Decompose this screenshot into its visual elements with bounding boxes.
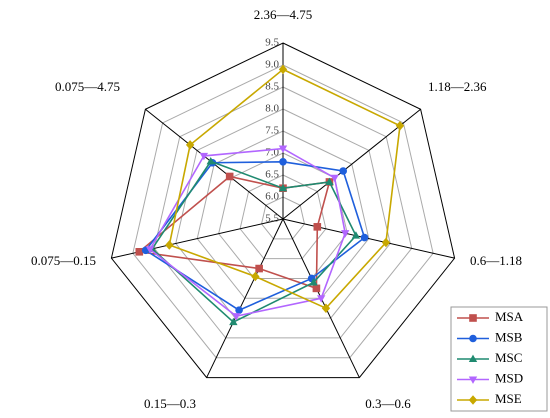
marker	[312, 284, 321, 293]
marker	[468, 376, 478, 384]
marker	[206, 157, 215, 165]
marker	[165, 240, 174, 250]
marker	[381, 237, 391, 248]
tick-label: 6.5	[265, 169, 279, 181]
marker	[279, 158, 287, 166]
marker	[313, 223, 322, 231]
tick-label: 8.5	[265, 81, 279, 93]
marker	[330, 174, 339, 183]
marker	[341, 230, 350, 238]
marker	[278, 183, 288, 192]
marker	[278, 145, 288, 153]
legend-label: MSD	[495, 370, 523, 385]
marker	[235, 306, 243, 314]
tick-label: 5.5	[265, 213, 279, 225]
category-label: 2.36—4.75	[254, 7, 313, 22]
legend-label: MSA	[495, 309, 524, 324]
marker	[225, 172, 234, 181]
spoke	[206, 218, 284, 378]
tick-label: 7.5	[265, 125, 279, 137]
marker	[325, 177, 334, 186]
marker	[229, 317, 238, 326]
grid-ring	[239, 174, 327, 260]
tick-label: 8.0	[265, 103, 279, 115]
marker	[278, 64, 288, 75]
marker	[468, 354, 478, 363]
marker	[468, 395, 478, 405]
marker	[145, 246, 155, 254]
tick-label: 9.0	[265, 59, 279, 71]
marker	[199, 152, 209, 161]
marker	[469, 334, 477, 343]
legend-label: MSC	[495, 350, 522, 365]
category-label: 0.15—0.3	[144, 396, 196, 411]
series-line	[151, 160, 357, 324]
tick-label: 9.5	[265, 37, 279, 49]
category-label: 0.3—0.6	[365, 396, 411, 411]
series-line	[137, 175, 331, 290]
category-label: 0.075—0.15	[31, 253, 96, 268]
marker	[135, 247, 144, 256]
marker	[351, 231, 361, 239]
series-line	[144, 160, 366, 312]
marker	[309, 278, 318, 286]
grid-ring	[110, 42, 456, 379]
grid-ring	[261, 196, 305, 240]
marker	[255, 264, 263, 273]
marker	[360, 233, 369, 242]
category-label: 1.18—2.36	[428, 79, 487, 94]
grid-ring	[153, 86, 413, 339]
grid-ring	[175, 108, 391, 319]
grid-ring	[132, 64, 434, 359]
spoke	[282, 218, 455, 259]
legend-label: MSB	[495, 329, 523, 344]
series-line	[148, 147, 347, 317]
marker	[339, 167, 348, 175]
tick-label: 6.0	[265, 191, 279, 203]
marker	[185, 140, 195, 150]
category-label: 0.6—1.18	[470, 253, 522, 268]
marker	[232, 313, 241, 321]
marker	[395, 120, 405, 131]
series-line	[168, 68, 401, 310]
marker	[317, 295, 326, 303]
marker	[321, 303, 331, 313]
category-label: 0.075—4.75	[55, 79, 120, 94]
legend-label: MSE	[495, 391, 522, 406]
marker	[469, 314, 477, 322]
marker	[251, 271, 260, 282]
